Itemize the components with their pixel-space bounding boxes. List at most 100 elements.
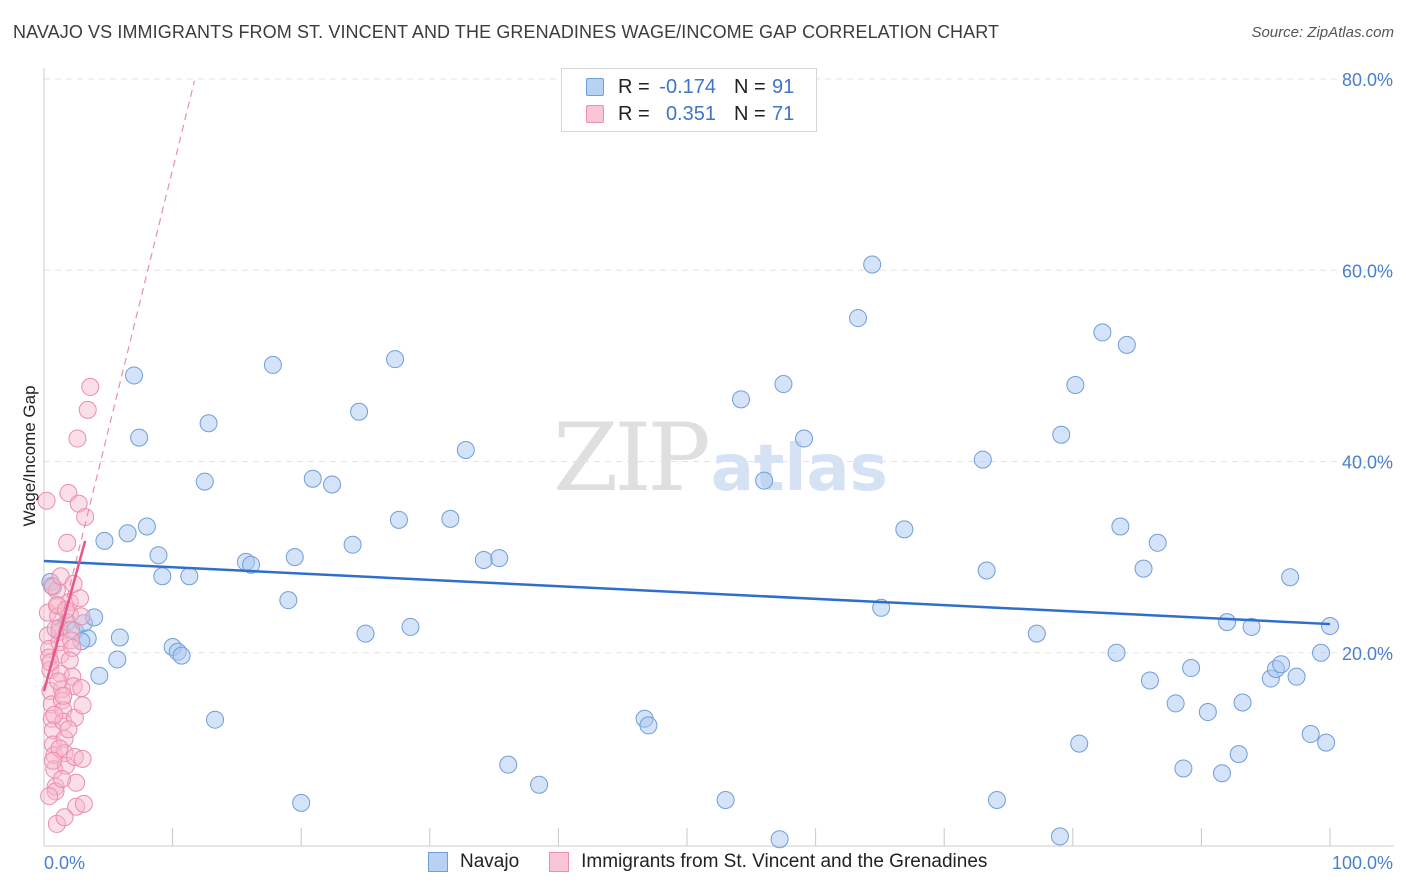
navajo-point — [285, 548, 304, 567]
immigrants-point — [58, 533, 77, 552]
navajo-point — [1111, 517, 1130, 536]
immigrants-point — [59, 720, 78, 739]
navajo-point — [849, 309, 868, 328]
immigrants-swatch — [586, 105, 604, 123]
navajo-point — [303, 469, 322, 488]
navajo-point — [350, 402, 369, 421]
navajo-point — [895, 520, 914, 539]
immigrants-point — [55, 729, 74, 748]
immigrants-point — [38, 626, 57, 645]
navajo-point — [1317, 733, 1336, 752]
navajo-point — [90, 666, 109, 685]
x-tick-label: 100.0% — [1332, 853, 1393, 873]
navajo-point — [1281, 568, 1300, 587]
navajo-point — [1287, 667, 1306, 686]
navajo-point — [639, 716, 658, 735]
immigrants-point — [51, 645, 70, 664]
navajo-point — [1027, 624, 1046, 643]
series-legend: Navajo Immigrants from St. Vincent and t… — [428, 851, 987, 873]
immigrants-point — [72, 679, 91, 698]
navajo-point — [1272, 655, 1291, 674]
navajo-point — [987, 791, 1006, 810]
navajo-point — [973, 450, 992, 469]
navajo-point — [456, 441, 475, 460]
navajo-point — [206, 710, 225, 729]
immigrants-point — [55, 808, 74, 827]
immigrants-point — [47, 814, 66, 833]
watermark: ZIPatlas — [553, 404, 888, 513]
immigrants-point — [60, 651, 79, 670]
navajo-point — [85, 608, 104, 627]
navajo-point — [1070, 734, 1089, 753]
navajo-point — [774, 375, 793, 394]
immigrants-point — [78, 400, 97, 419]
y-axis-label: Wage/Income Gap — [20, 385, 39, 526]
r-label: R = — [618, 102, 650, 125]
navajo-point — [199, 414, 218, 433]
navajo-point — [1117, 335, 1136, 354]
navajo-point — [716, 791, 735, 810]
immigrants-point — [37, 491, 56, 510]
immigrants-point — [47, 581, 66, 600]
immigrants-point — [73, 696, 92, 715]
navajo-point — [292, 793, 311, 812]
navajo-point — [1134, 559, 1153, 578]
immigrants-point — [62, 631, 81, 650]
navajo-point — [386, 350, 405, 369]
source-label: Source: ZipAtlas.com — [1251, 24, 1394, 41]
navajo-point — [180, 567, 199, 586]
immigrants-point — [72, 607, 91, 626]
navajo-point — [1198, 703, 1217, 722]
n-value: 91 — [772, 75, 795, 98]
watermark-zip: ZIP — [553, 404, 711, 513]
navajo-point — [149, 546, 168, 565]
navajo-point — [1218, 613, 1237, 632]
navajo-point — [242, 555, 261, 574]
immigrants-point — [53, 769, 72, 788]
legend-row-navajo: R = -0.174 N = 91 — [586, 74, 794, 100]
navajo-point — [770, 830, 789, 849]
y-tick-label: 60.0% — [1342, 261, 1393, 281]
navajo-swatch — [586, 78, 604, 96]
y-tick-label: 20.0% — [1342, 644, 1393, 664]
navajo-point — [732, 390, 751, 409]
navajo-point — [490, 549, 509, 568]
navajo-point — [1233, 693, 1252, 712]
immigrants-point — [73, 749, 92, 768]
chart-title: NAVAJO VS IMMIGRANTS FROM ST. VINCENT AN… — [13, 22, 1000, 42]
navajo-point — [118, 524, 137, 543]
navajo-point — [263, 355, 282, 374]
immigrants-point — [67, 773, 86, 792]
immigrants-point — [42, 576, 61, 595]
n-value: 71 — [772, 102, 795, 125]
navajo-point — [1050, 827, 1069, 846]
immigrants-point — [38, 603, 57, 622]
navajo-point — [108, 650, 127, 669]
navajo-point — [1148, 533, 1167, 552]
navajo-points — [41, 255, 1339, 849]
n-label: N = — [734, 75, 766, 98]
navajo-point — [110, 628, 129, 647]
r-label: R = — [618, 75, 650, 98]
immigrants-point — [44, 751, 63, 770]
immigrants-point — [62, 620, 81, 639]
immigrants-point — [68, 429, 87, 448]
navajo-point — [137, 517, 156, 536]
x-tick-label: 0.0% — [44, 853, 85, 873]
navajo-point — [1311, 643, 1330, 662]
navajo-point — [1093, 323, 1112, 342]
navajo-point — [863, 255, 882, 274]
immigrants-point — [54, 686, 73, 705]
navajo-point — [95, 531, 114, 550]
navajo-point — [356, 624, 375, 643]
navajo-point — [499, 755, 518, 774]
navajo-point — [279, 591, 298, 610]
immigrants-point — [49, 672, 68, 691]
immigrants-point — [40, 787, 59, 806]
immigrants-legend-label: Immigrants from St. Vincent and the Gren… — [581, 851, 988, 872]
navajo-point — [977, 561, 996, 580]
navajo-point — [195, 472, 214, 491]
n-label: N = — [734, 102, 766, 125]
navajo-point — [1229, 745, 1248, 764]
